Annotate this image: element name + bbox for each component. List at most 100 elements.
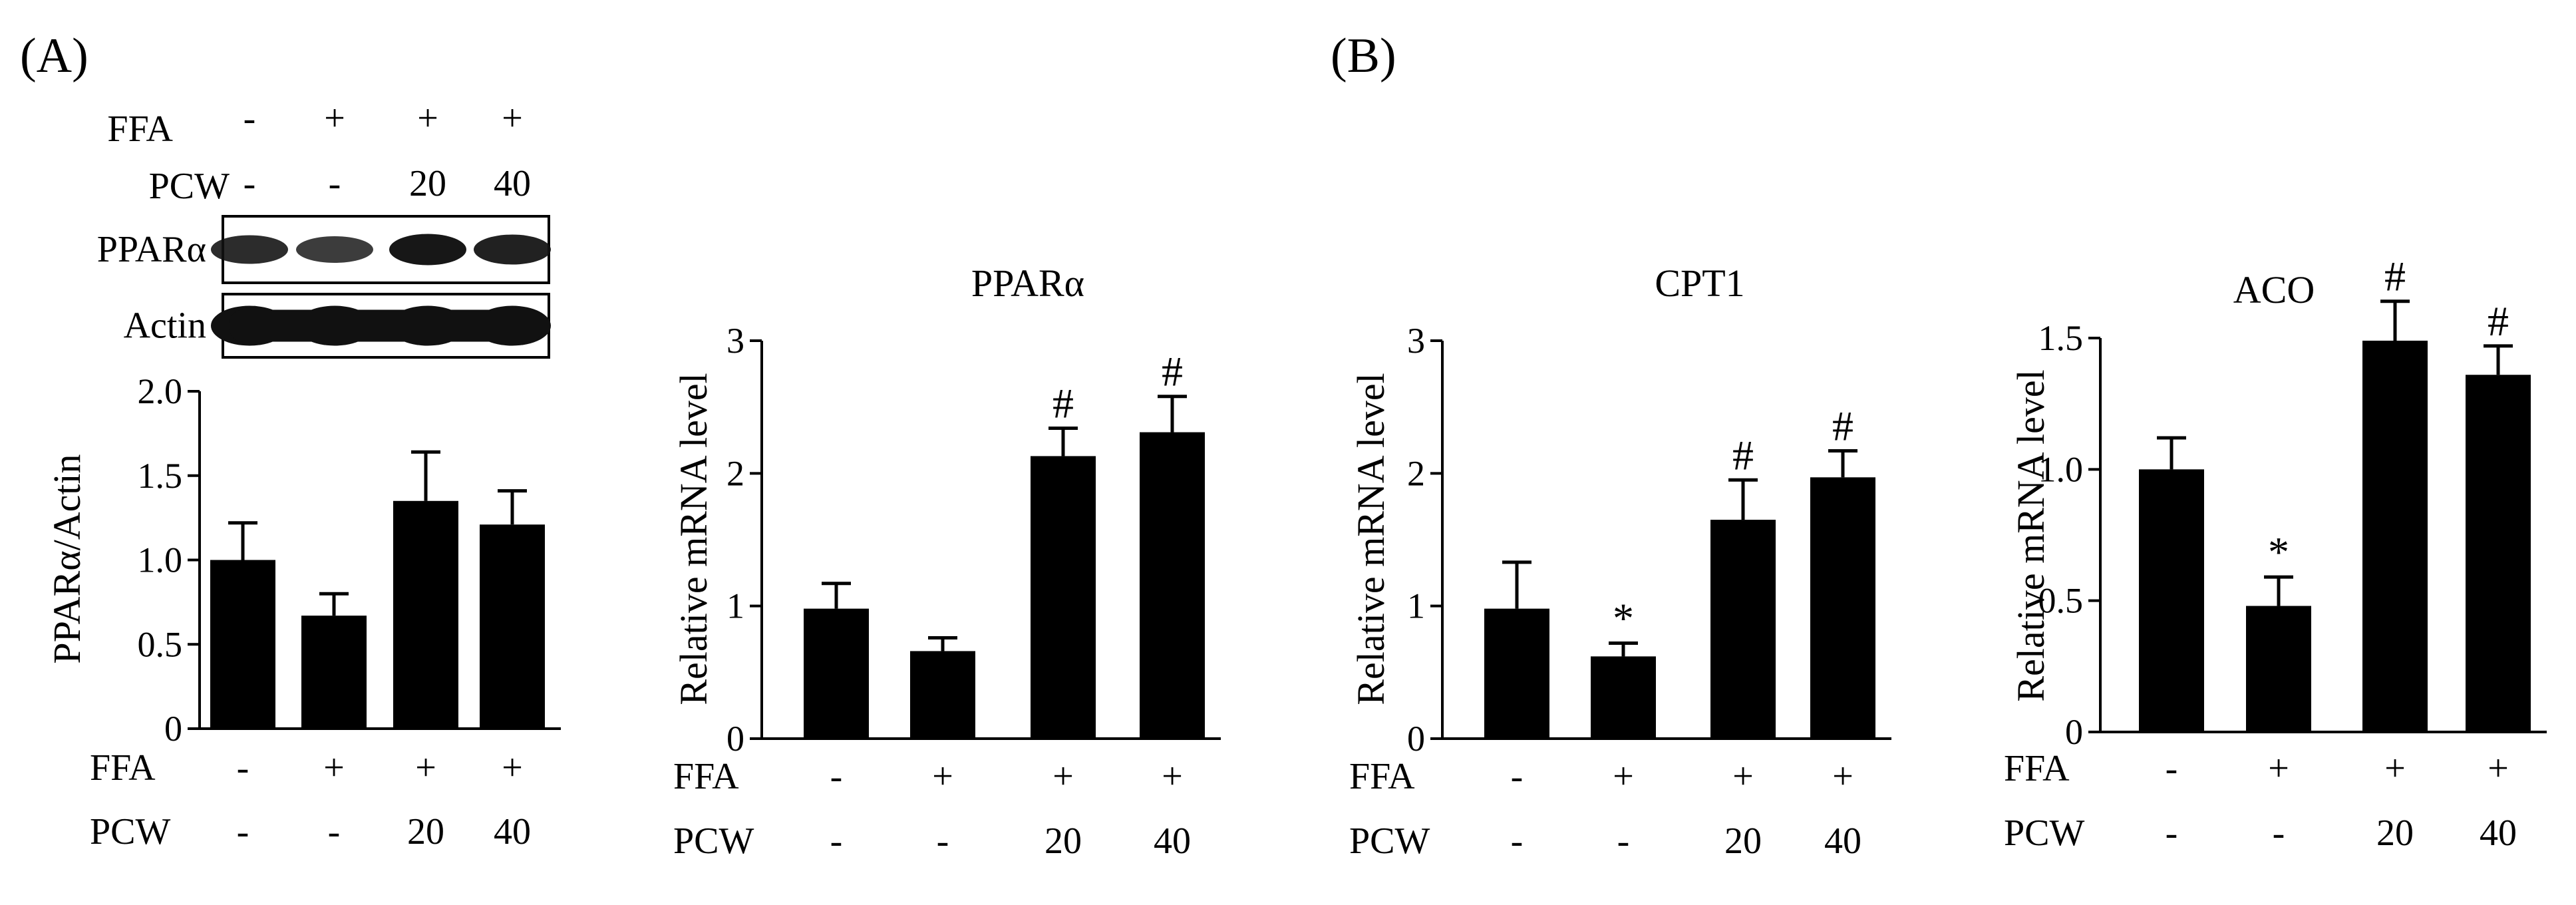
ffa-row-value: -: [237, 747, 249, 789]
ffa-row-value: +: [1162, 756, 1183, 797]
y-tick-label: 0.5: [138, 624, 183, 664]
ffa-row-value: +: [2384, 748, 2406, 789]
ffa-row-value: +: [1732, 756, 1754, 797]
y-axis-label: Relative mRNA level: [2009, 369, 2052, 701]
y-axis-label: PPARα/Actin: [45, 454, 88, 663]
pcw-row-label: PCW: [90, 811, 170, 852]
pcw-row-value: 20: [407, 811, 444, 852]
ffa-row-value: +: [323, 747, 345, 789]
pcw-row-value: 20: [1724, 820, 1762, 862]
pcw-row-value: 40: [1154, 820, 1191, 862]
significance-mark: #: [2488, 297, 2509, 345]
pcw-row-value: 40: [494, 811, 531, 852]
bar: [804, 608, 869, 739]
chart-1: PPARα Relative mRNA level 0 1 2 3 # # FFA - + + + PCW…: [672, 262, 1221, 862]
ffa-row-label: FFA: [90, 747, 156, 789]
blot-band: [389, 234, 466, 266]
blot-band-continuous: [230, 309, 542, 342]
bar: [2246, 606, 2311, 732]
y-tick-label: 2.0: [138, 371, 183, 411]
blot-pcw-value: -: [243, 163, 256, 204]
blot-band-label: PPARα: [97, 229, 206, 270]
bar: [2139, 469, 2204, 732]
y-tick-label: 0: [726, 719, 744, 759]
y-tick-label: 1.5: [2038, 318, 2084, 358]
panel-label-a: (A): [20, 29, 88, 83]
chart-title: ACO: [2233, 268, 2315, 311]
pcw-row-value: -: [2273, 813, 2285, 854]
bar: [210, 560, 275, 729]
pcw-row-value: 40: [2480, 813, 2517, 854]
y-tick-label: 0.5: [2038, 581, 2084, 621]
bar: [1140, 432, 1205, 739]
ffa-row-value: +: [502, 747, 523, 789]
pcw-row-label: PCW: [2004, 813, 2084, 854]
y-tick-label: 1: [726, 586, 744, 626]
blot-pcw-value: -: [329, 163, 341, 204]
pcw-row-value: -: [328, 811, 341, 852]
ffa-row-value: +: [1613, 756, 1634, 797]
ffa-row-label: FFA: [2004, 748, 2070, 789]
bar: [1591, 656, 1656, 739]
y-tick-label: 3: [726, 321, 744, 361]
y-tick-label: 1.5: [138, 456, 183, 496]
pcw-row-value: -: [830, 820, 843, 862]
blot-ffa-value: -: [243, 98, 256, 139]
bar: [2362, 340, 2428, 732]
pcw-row-value: -: [1511, 820, 1524, 862]
bar: [301, 616, 367, 729]
bar: [1710, 520, 1776, 739]
bar: [2466, 375, 2531, 732]
pcw-row-value: -: [1617, 820, 1630, 862]
significance-mark: #: [1162, 348, 1183, 395]
y-tick-label: 1.0: [2038, 449, 2084, 489]
y-axis-label: Relative mRNA level: [1349, 373, 1392, 705]
pcw-row-value: -: [237, 811, 249, 852]
chart-3: ACO Relative mRNA level 0 0.5 1.0 1.5 * # # FFA - +…: [2004, 253, 2547, 854]
significance-mark: *: [1613, 594, 1634, 641]
y-tick-label: 1: [1407, 586, 1425, 626]
bar: [1484, 608, 1549, 739]
blot-band: [211, 235, 288, 264]
pcw-row-value: 20: [1045, 820, 1082, 862]
bar: [1810, 477, 1875, 739]
blot-ffa-value: +: [324, 98, 345, 139]
y-tick-label: 2: [1407, 453, 1425, 493]
pcw-row-value: -: [2166, 813, 2178, 854]
blot-ffa-value: +: [417, 98, 438, 139]
y-tick-label: 0: [2065, 712, 2083, 752]
bar: [480, 524, 545, 729]
ffa-row-value: -: [830, 756, 843, 797]
ffa-row-value: +: [932, 756, 953, 797]
significance-mark: #: [1052, 380, 1074, 427]
chart-title: PPARα: [971, 262, 1084, 305]
ffa-row-label: FFA: [673, 756, 739, 797]
y-tick-label: 1.0: [138, 540, 183, 580]
blot-ffa-label: FFA: [107, 108, 173, 150]
ffa-row-value: +: [2488, 748, 2509, 789]
blot-pcw-label: PCW: [149, 166, 230, 207]
panel-label-b: (B): [1331, 29, 1396, 83]
ffa-row-value: +: [2268, 748, 2289, 789]
blot-pcw-value: 20: [409, 163, 446, 204]
blot-band-label: Actin: [124, 305, 206, 347]
pcw-row-label: PCW: [673, 820, 754, 862]
blot-band: [474, 234, 551, 265]
blot-ffa-value: +: [502, 98, 523, 139]
ffa-row-label: FFA: [1349, 756, 1415, 797]
pcw-row-label: PCW: [1349, 820, 1430, 862]
ffa-row-value: +: [1052, 756, 1074, 797]
bar: [393, 500, 458, 729]
pcw-row-value: -: [937, 820, 949, 862]
ffa-row-value: -: [1511, 756, 1524, 797]
significance-mark: *: [2268, 528, 2289, 576]
y-tick-label: 0: [1407, 719, 1425, 759]
significance-mark: #: [1832, 402, 1853, 449]
y-tick-label: 0: [164, 709, 182, 749]
significance-mark: #: [2384, 253, 2406, 300]
pcw-row-value: 40: [1824, 820, 1861, 862]
ffa-row-value: +: [415, 747, 436, 789]
